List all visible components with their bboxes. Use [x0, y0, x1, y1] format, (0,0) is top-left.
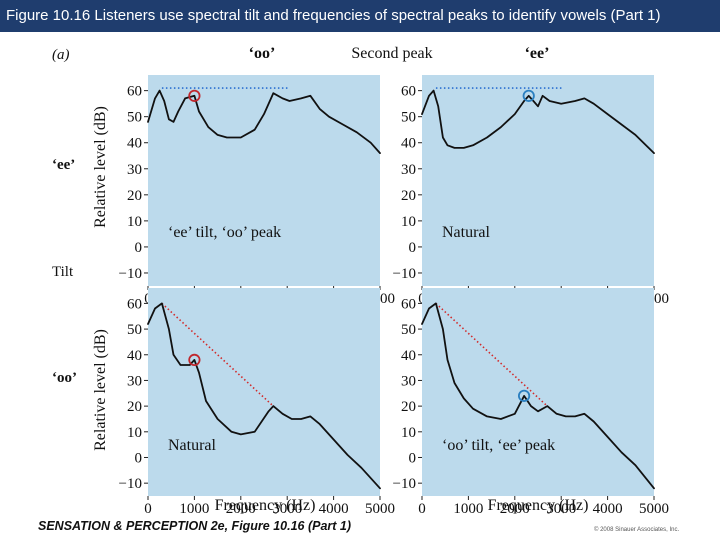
y-tick-label: 0: [135, 240, 143, 256]
plot-area: [422, 288, 654, 496]
y-tick-label: 0: [135, 450, 143, 466]
reference-line: [435, 302, 548, 407]
x-axis-label-left: Frequency (Hz): [215, 497, 316, 514]
y-tick-label: −10: [119, 266, 142, 282]
y-tick-label: −10: [393, 266, 416, 282]
column-title: Second peak: [351, 45, 432, 62]
y-tick-label: 10: [127, 214, 142, 230]
y-tick-label: 30: [127, 373, 142, 389]
y-tick-label: 60: [401, 84, 416, 100]
y-tick-label: 50: [401, 110, 416, 126]
x-tick-label: 2000: [500, 501, 530, 517]
panel-label: ‘ee’ tilt, ‘oo’ peak: [168, 224, 281, 241]
row-label-oo: ‘oo’: [52, 370, 77, 386]
panel-letter: (a): [52, 47, 70, 63]
plot-area: [148, 75, 380, 286]
peak-marker: [188, 353, 201, 367]
x-tick-label: 4000: [319, 501, 349, 517]
y-tick-label: 30: [127, 162, 142, 178]
x-tick-label: 3000: [272, 501, 302, 517]
copyright-notice: © 2008 Sinauer Associates, Inc.: [594, 527, 680, 533]
peak-marker: [522, 89, 535, 102]
y-tick-label: 40: [401, 348, 416, 364]
spectrum-curve: [421, 302, 655, 490]
spectrum-curve: [421, 89, 655, 154]
y-axis-label-bottom: Relative level (dB): [92, 329, 109, 451]
panel-label: Natural: [168, 437, 217, 454]
y-tick-label: 40: [127, 136, 142, 152]
y-tick-label: 60: [401, 296, 416, 312]
y-tick-label: 0: [409, 240, 417, 256]
panel-label: ‘oo’ tilt, ‘ee’ peak: [442, 437, 555, 454]
x-tick-label: 4000: [593, 501, 623, 517]
y-tick-label: 50: [127, 322, 142, 338]
y-tick-label: −10: [393, 476, 416, 492]
spectrum-curve: [147, 89, 381, 154]
x-axis-label-right: Frequency (Hz): [488, 497, 589, 514]
y-tick-label: 40: [127, 348, 142, 364]
peak-marker: [188, 89, 201, 102]
x-tick-label: 2000: [226, 501, 256, 517]
y-tick-label: 10: [401, 214, 416, 230]
plot-area: [422, 75, 654, 286]
x-tick-label: 1000: [179, 501, 209, 517]
column-label-oo: ‘oo’: [249, 45, 276, 62]
y-tick-label: 10: [127, 425, 142, 441]
plot-area: [148, 288, 380, 496]
column-label-ee: ‘ee’: [525, 45, 550, 62]
figure-title: Figure 10.16 Listeners use spectral tilt…: [0, 0, 720, 32]
panel-1: 6050403020100−10010002000300040005000‘ee…: [119, 75, 395, 307]
y-tick-label: 20: [401, 399, 416, 415]
y-tick-label: 0: [409, 450, 417, 466]
footer-caption: SENSATION & PERCEPTION 2e, Figure 10.16 …: [38, 519, 352, 533]
x-tick-label: 0: [418, 501, 426, 517]
y-tick-label: 50: [401, 322, 416, 338]
y-axis-label-top: Relative level (dB): [92, 106, 109, 228]
x-tick-label: 3000: [546, 501, 576, 517]
y-tick-label: 50: [127, 110, 142, 126]
spectrum-curve: [147, 302, 381, 490]
x-tick-label: 5000: [365, 501, 395, 517]
y-tick-label: 60: [127, 84, 142, 100]
row-label-ee: ‘ee’: [52, 157, 75, 173]
panel-label: Natural: [442, 224, 491, 241]
y-tick-label: 20: [401, 188, 416, 204]
x-tick-label: 5000: [639, 501, 669, 517]
y-tick-label: 60: [127, 296, 142, 312]
y-tick-label: 40: [401, 136, 416, 152]
y-tick-label: −10: [119, 476, 142, 492]
reference-line: [161, 302, 274, 407]
x-tick-label: 1000: [453, 501, 483, 517]
y-tick-label: 30: [401, 162, 416, 178]
row-title: Tilt: [52, 264, 74, 280]
y-tick-label: 30: [401, 373, 416, 389]
x-tick-label: 0: [144, 501, 152, 517]
peak-marker: [517, 389, 531, 402]
panel-2: 6050403020100−10010002000300040005000Nat…: [393, 75, 669, 307]
y-tick-label: 20: [127, 399, 142, 415]
y-tick-label: 20: [127, 188, 142, 204]
y-tick-label: 10: [401, 425, 416, 441]
figure-canvas: (a) ‘oo’ Second peak ‘ee’ ‘ee’ Tilt ‘oo’…: [52, 45, 669, 517]
